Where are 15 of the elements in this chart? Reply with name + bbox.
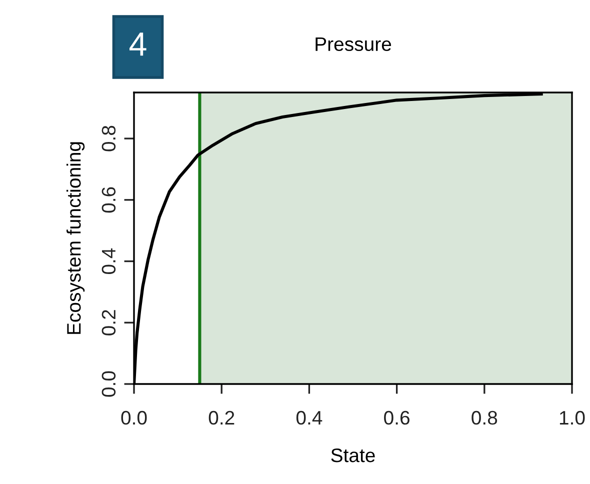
x-tick-label: 0.0 (121, 410, 147, 425)
y-tick-label: 0.2 (102, 310, 116, 336)
y-axis-title: Ecosystem functioning (66, 142, 85, 334)
x-tick-label: 0.2 (208, 410, 234, 425)
x-tick-label: 0.6 (384, 410, 410, 425)
text: 4 (129, 32, 146, 56)
y-tick-label: 0.6 (102, 187, 116, 213)
chart-title: Pressure (316, 37, 392, 52)
x-axis-title: State (331, 448, 375, 462)
x-tick-label: 1.0 (560, 410, 585, 425)
x-tick-label: 0.8 (472, 410, 498, 425)
x-tick-label: 0.4 (296, 410, 322, 425)
y-tick-label: 0.4 (102, 248, 116, 274)
y-tick-label: 0.0 (102, 371, 116, 397)
y-tick-label: 0.8 (102, 126, 116, 152)
